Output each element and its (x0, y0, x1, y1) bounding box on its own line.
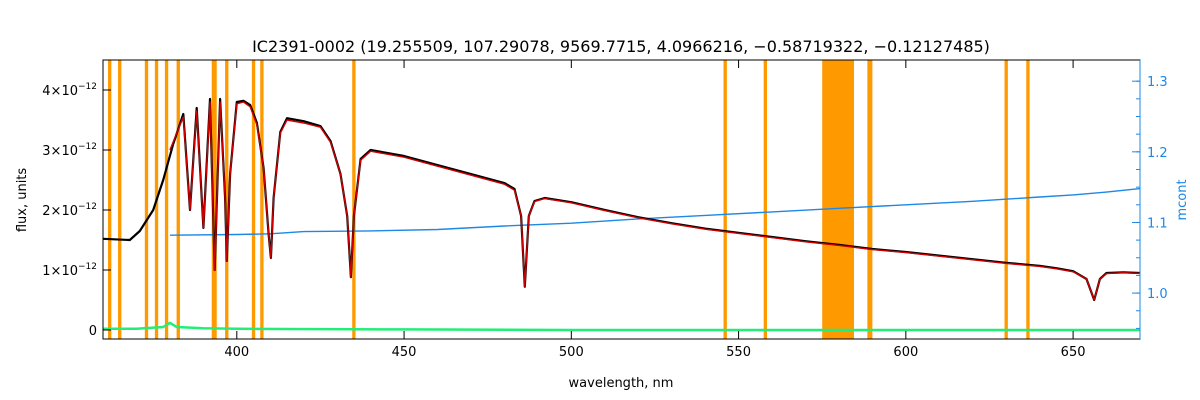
x-tick-label: 500 (559, 345, 584, 360)
x-tick-label: 550 (726, 345, 751, 360)
y-tick-mantissa: 2×10 (42, 204, 78, 219)
y-tick-mantissa: 3×10 (42, 144, 78, 159)
x-tick-label: 650 (1061, 345, 1086, 360)
series-observed-line (102, 97, 1141, 302)
y-tick-label: 1×10−12 (42, 262, 97, 279)
data-series (102, 97, 1141, 332)
x-tick-label: 400 (224, 345, 249, 360)
masked-region-8 (251, 60, 256, 339)
chart-title: IC2391-0002 (19.255509, 107.29078, 9569.… (252, 37, 990, 56)
masked-region-13 (822, 60, 854, 339)
masked-region-6 (211, 60, 217, 339)
y-tick-label: 0 (89, 324, 97, 339)
y-tick-exponent: −12 (78, 262, 97, 272)
y-tick-exponent: −12 (78, 142, 97, 152)
x-tick-label: 450 (392, 345, 417, 360)
series-continuum-line (169, 187, 1141, 236)
masked-region-5 (176, 60, 180, 339)
y-right-tick-label: 1.2 (1147, 146, 1168, 161)
masked-region-9 (260, 60, 264, 339)
x-axis-ticks: 400 450 500 550 600 650 (224, 60, 1086, 360)
y-axis-left-ticks: 01×10−122×10−123×10−124×10−12 (42, 82, 111, 339)
masked-region-1 (118, 60, 122, 339)
masked-region-12 (763, 60, 768, 339)
masked-region-2 (144, 60, 149, 339)
masked-region-16 (1026, 60, 1030, 339)
masked-region-10 (352, 60, 356, 339)
y-axis-label-left: flux, units (15, 168, 30, 233)
x-axis-label: wavelength, nm (569, 376, 674, 391)
y-tick-mantissa: 4×10 (42, 84, 78, 99)
y-tick-exponent: −12 (78, 82, 97, 92)
y-right-tick-label: 1.0 (1147, 287, 1168, 302)
y-tick-mantissa: 1×10 (42, 264, 78, 279)
series-residual-line (103, 321, 1140, 332)
y-tick-exponent: −12 (78, 202, 97, 212)
plot-frame (102, 59, 1141, 340)
series-model-line (169, 101, 1141, 301)
masked-region-4 (164, 60, 169, 339)
masked-region-7 (225, 60, 229, 339)
y-right-tick-label: 1.1 (1147, 216, 1168, 231)
y-right-tick-label: 1.3 (1147, 75, 1168, 90)
y-axis-right-ticks: 1.0 1.1 1.2 1.3 (1132, 75, 1168, 329)
y-tick-label: 4×10−12 (42, 82, 97, 99)
x-tick-label: 600 (893, 345, 918, 360)
masked-region-11 (723, 60, 727, 339)
masked-region-14 (867, 60, 873, 339)
y-tick-label: 2×10−12 (42, 202, 97, 219)
y-axis-label-right: mcont (1175, 179, 1190, 220)
masked-region-0 (108, 60, 112, 339)
y-tick-label: 3×10−12 (42, 142, 97, 159)
